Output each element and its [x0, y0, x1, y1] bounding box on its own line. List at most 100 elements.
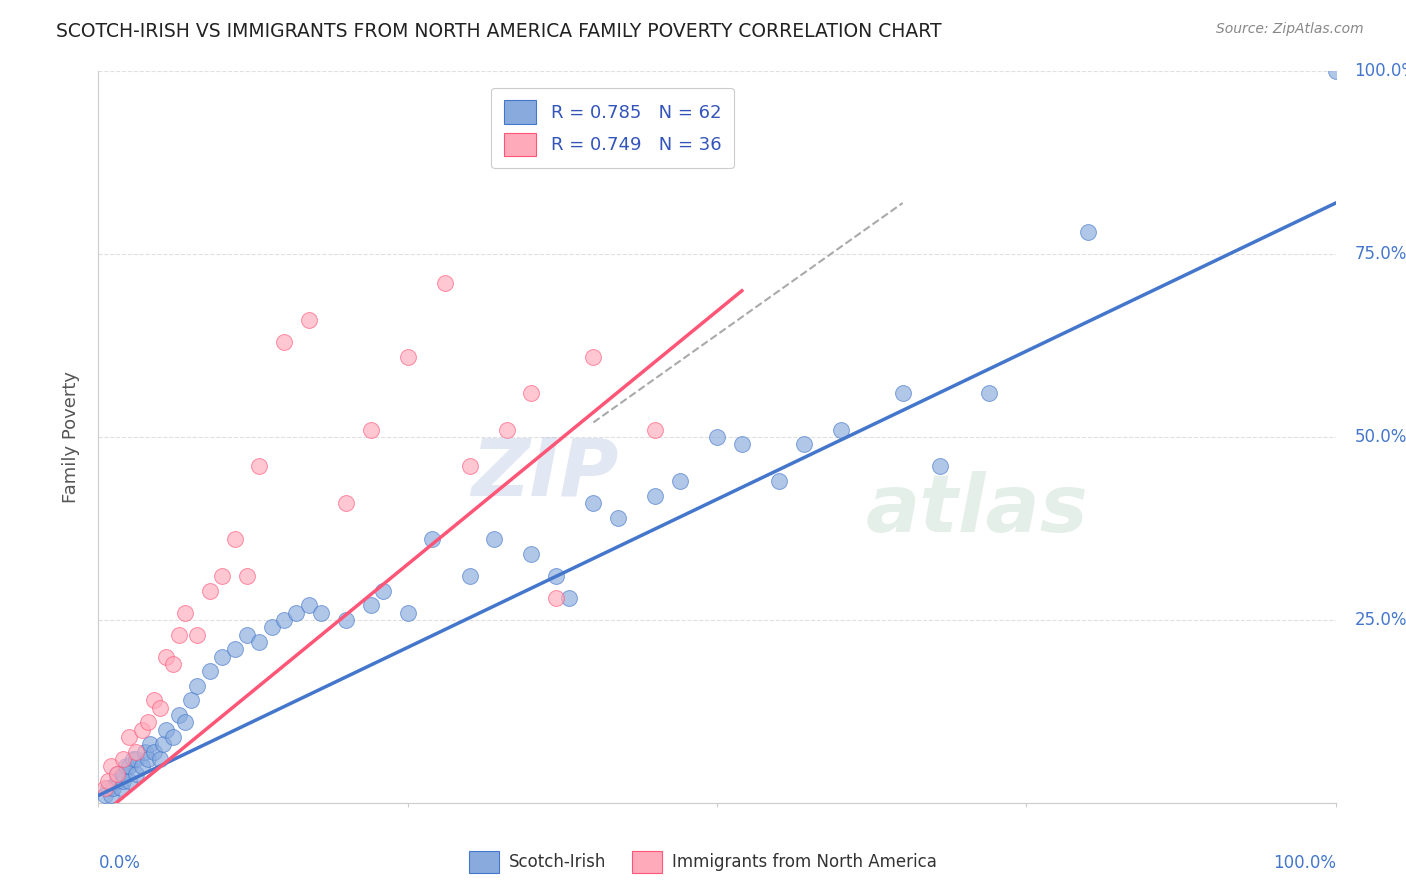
Point — [211, 649, 233, 664]
Point — [139, 737, 162, 751]
Text: 100.0%: 100.0% — [1354, 62, 1406, 80]
Point — [422, 533, 444, 547]
Point — [928, 459, 950, 474]
Text: ZIP: ZIP — [471, 434, 619, 513]
Point — [174, 606, 197, 620]
Text: 100.0%: 100.0% — [1272, 854, 1336, 872]
Point — [112, 766, 135, 780]
Text: Source: ZipAtlas.com: Source: ZipAtlas.com — [1216, 22, 1364, 37]
Point — [309, 606, 332, 620]
Point — [360, 423, 382, 437]
Point — [186, 679, 208, 693]
Point — [706, 430, 728, 444]
Point — [100, 759, 122, 773]
Point — [396, 350, 419, 364]
Point — [224, 533, 246, 547]
Point — [546, 569, 568, 583]
Point — [793, 437, 815, 451]
Point — [224, 642, 246, 657]
Legend: Scotch-Irish, Immigrants from North America: Scotch-Irish, Immigrants from North Amer… — [463, 845, 943, 880]
Point — [100, 789, 122, 803]
Point — [607, 510, 630, 524]
Point — [136, 752, 159, 766]
Point — [211, 569, 233, 583]
Point — [706, 94, 728, 108]
Point — [143, 693, 166, 707]
Point — [1324, 64, 1347, 78]
Point — [458, 569, 481, 583]
Legend: R = 0.785   N = 62, R = 0.749   N = 36: R = 0.785 N = 62, R = 0.749 N = 36 — [491, 87, 734, 169]
Point — [97, 773, 120, 788]
Point — [124, 745, 146, 759]
Point — [198, 664, 221, 678]
Point — [979, 386, 1001, 401]
Point — [298, 313, 321, 327]
Point — [105, 766, 128, 780]
Point — [1077, 225, 1099, 239]
Point — [97, 781, 120, 796]
Point — [122, 752, 145, 766]
Text: atlas: atlas — [866, 471, 1088, 549]
Text: 50.0%: 50.0% — [1354, 428, 1406, 446]
Point — [285, 606, 308, 620]
Point — [105, 766, 128, 780]
Point — [155, 649, 177, 664]
Point — [149, 700, 172, 714]
Point — [557, 591, 579, 605]
Point — [484, 533, 506, 547]
Point — [236, 627, 259, 641]
Point — [167, 708, 190, 723]
Point — [669, 474, 692, 488]
Point — [124, 766, 146, 780]
Point — [731, 437, 754, 451]
Point — [186, 627, 208, 641]
Point — [236, 569, 259, 583]
Point — [134, 745, 156, 759]
Point — [582, 496, 605, 510]
Point — [396, 606, 419, 620]
Point — [136, 715, 159, 730]
Point — [118, 773, 141, 788]
Point — [495, 423, 517, 437]
Point — [298, 599, 321, 613]
Point — [152, 737, 174, 751]
Point — [180, 693, 202, 707]
Text: SCOTCH-IRISH VS IMMIGRANTS FROM NORTH AMERICA FAMILY POVERTY CORRELATION CHART: SCOTCH-IRISH VS IMMIGRANTS FROM NORTH AM… — [56, 22, 942, 41]
Point — [162, 730, 184, 744]
Point — [360, 599, 382, 613]
Point — [830, 423, 852, 437]
Point — [155, 723, 177, 737]
Point — [891, 386, 914, 401]
Point — [143, 745, 166, 759]
Point — [520, 547, 543, 561]
Point — [247, 635, 270, 649]
Point — [546, 591, 568, 605]
Point — [273, 613, 295, 627]
Point — [520, 386, 543, 401]
Point — [162, 657, 184, 671]
Point — [174, 715, 197, 730]
Point — [112, 752, 135, 766]
Point — [335, 613, 357, 627]
Point — [124, 752, 146, 766]
Point — [644, 423, 666, 437]
Point — [93, 781, 115, 796]
Point — [335, 496, 357, 510]
Point — [433, 277, 456, 291]
Point — [582, 350, 605, 364]
Point — [260, 620, 283, 634]
Point — [273, 334, 295, 349]
Point — [644, 489, 666, 503]
Y-axis label: Family Poverty: Family Poverty — [62, 371, 80, 503]
Point — [458, 459, 481, 474]
Point — [149, 752, 172, 766]
Point — [103, 781, 125, 796]
Point — [118, 730, 141, 744]
Point — [112, 773, 135, 788]
Text: 75.0%: 75.0% — [1354, 245, 1406, 263]
Point — [93, 789, 115, 803]
Point — [105, 773, 128, 788]
Text: 0.0%: 0.0% — [98, 854, 141, 872]
Point — [118, 759, 141, 773]
Point — [167, 627, 190, 641]
